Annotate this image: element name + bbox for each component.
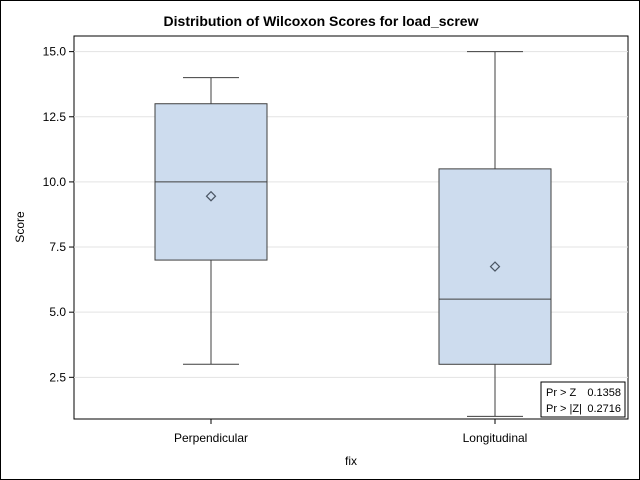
box-series bbox=[154, 51, 552, 417]
stats-value-pr-gt-z: 0.1358 bbox=[587, 387, 621, 399]
y-axis: 2.5 5.0 7.5 10.0 12.5 15.0 bbox=[43, 45, 74, 384]
stats-label-pr-gt-abs-z: Pr > |Z| bbox=[546, 403, 582, 415]
stats-inset: Pr > Z 0.1358 Pr > |Z| 0.2716 bbox=[540, 381, 626, 418]
x-axis-label: fix bbox=[345, 454, 357, 468]
y-tick-label: 2.5 bbox=[49, 370, 66, 384]
y-tick-label: 10.0 bbox=[43, 175, 67, 189]
x-axis: Perpendicular Longitudinal bbox=[174, 419, 527, 445]
y-axis-label: Score bbox=[13, 211, 27, 243]
x-tick-label: Longitudinal bbox=[463, 431, 528, 445]
y-tick-label: 7.5 bbox=[49, 240, 66, 254]
box-longitudinal bbox=[438, 51, 552, 417]
stats-label-pr-gt-z: Pr > Z bbox=[546, 387, 577, 399]
y-tick-label: 15.0 bbox=[43, 45, 67, 59]
iqr-box bbox=[438, 168, 552, 365]
y-tick-label: 5.0 bbox=[49, 305, 66, 319]
chart-title: Distribution of Wilcoxon Scores for load… bbox=[164, 13, 479, 29]
x-tick-label: Perpendicular bbox=[174, 431, 248, 445]
stats-value-pr-gt-abs-z: 0.2716 bbox=[587, 403, 621, 415]
mean-marker bbox=[489, 261, 501, 272]
y-tick-label: 12.5 bbox=[43, 110, 67, 124]
mean-marker bbox=[205, 190, 217, 202]
stats-inset-box bbox=[540, 381, 626, 418]
box-perpendicular bbox=[154, 77, 268, 365]
